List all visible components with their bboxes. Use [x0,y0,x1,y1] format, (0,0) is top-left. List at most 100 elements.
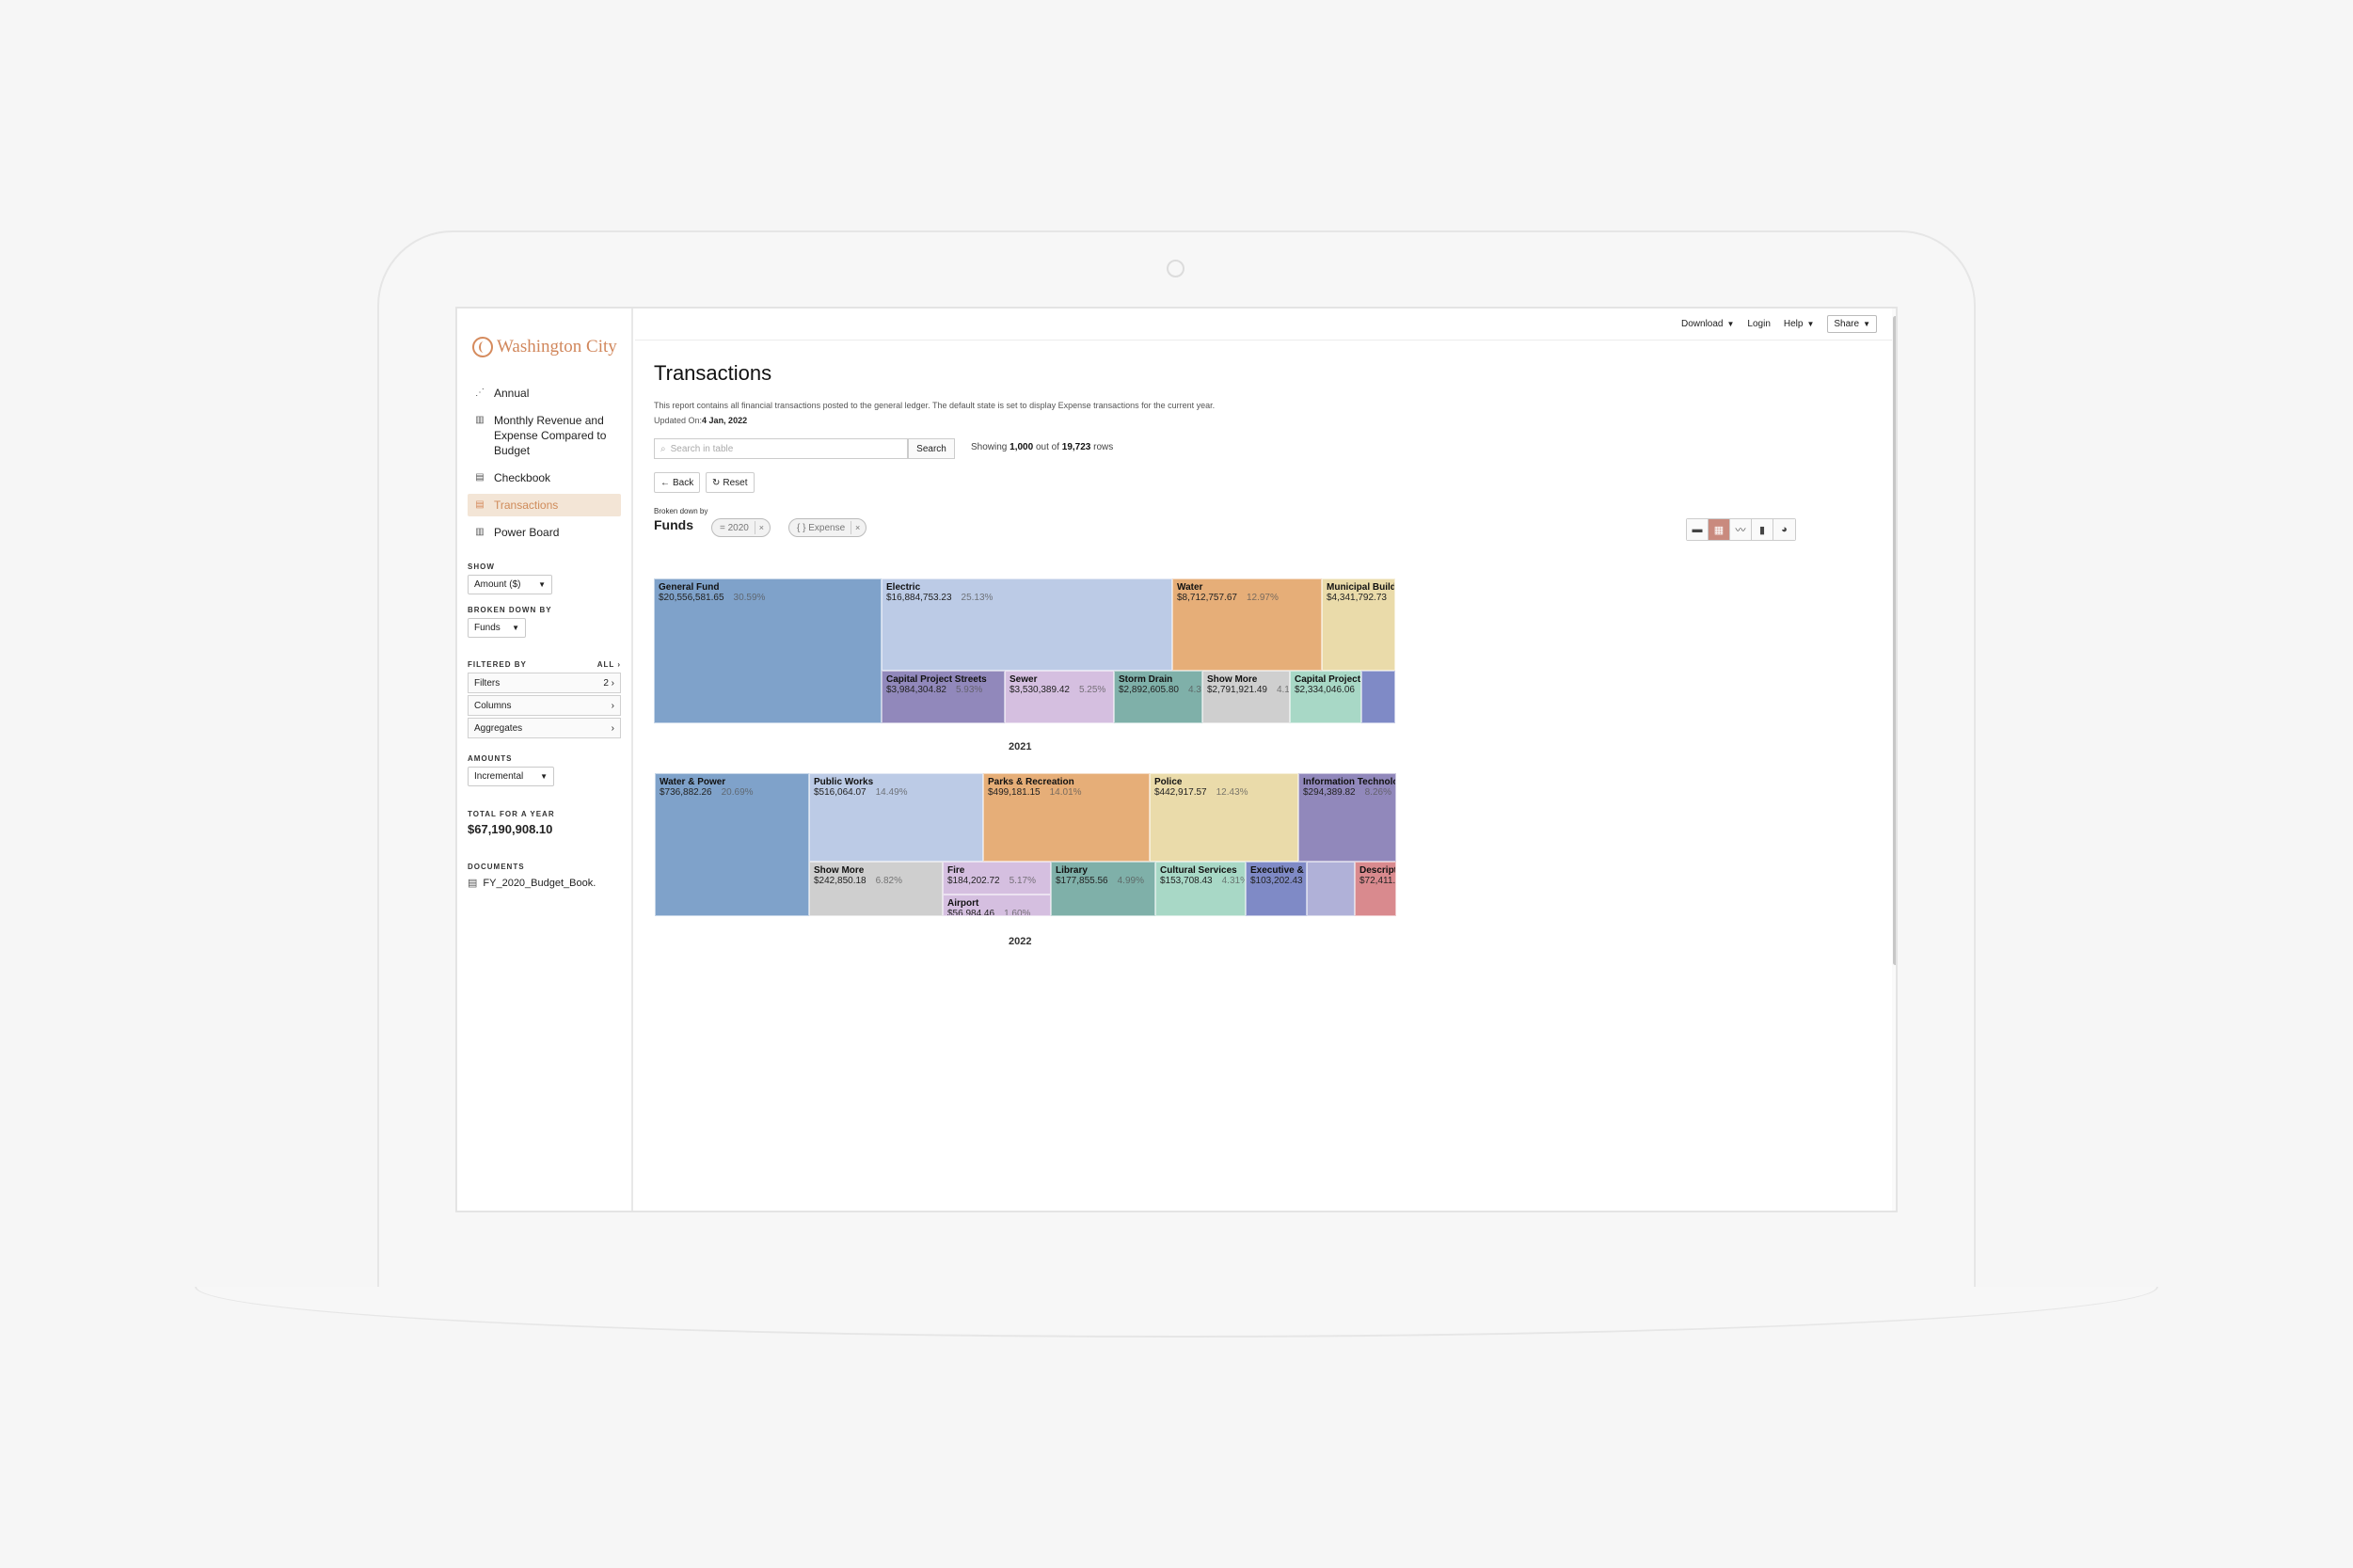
treemap-tile[interactable]: General Fund $20,556,581.65 30.59% [654,578,882,723]
treemap-tile[interactable]: Fire $184,202.72 5.17% [943,862,1051,895]
tile-percent: 8.26% [1364,787,1391,798]
treemap-tile[interactable]: Electric $16,884,753.23 25.13% [882,578,1172,671]
showing-total: 19,723 [1061,442,1091,452]
treemap-tile[interactable]: Police $442,917.57 12.43% [1150,773,1298,862]
treemap-view-icon[interactable]: ▦ [1709,519,1730,540]
show-dropdown[interactable]: Amount ($) ▼ [468,575,552,594]
treemap-tile[interactable]: Water $8,712,757.67 12.97% [1172,578,1322,671]
total-section: TOTAL FOR A YEAR $67,190,908.10 [468,810,621,836]
brand-name: Washington City [497,337,617,356]
help-menu[interactable]: Help ▼ [1784,319,1815,329]
sidebar-item-0[interactable]: ⋰ Annual [468,382,621,404]
tile-value: $20,556,581.65 [659,593,724,603]
tile-percent: 5.25% [1078,685,1106,695]
brand-logo[interactable]: Washington City [472,337,617,357]
treemap-tile[interactable]: Capital Project Leisure$2,334,046.063.47… [1290,671,1361,723]
tile-percent: 30.59% [733,593,766,603]
filter-count: 2 › [603,678,614,689]
tile-value-row: $56,984.46 1.60% [947,909,1046,915]
broken-down-label: BROKEN DOWN BY [468,606,552,614]
share-button[interactable]: Share ▼ [1827,315,1877,333]
treemap-tile[interactable]: Executive & Legal$103,202.432.9.. [1246,862,1307,916]
visualization-switcher: ▬ ▦ 〰 ▮ ◕ [1686,518,1796,541]
download-menu[interactable]: Download ▼ [1681,319,1734,329]
line-view-icon[interactable]: 〰 [1730,519,1752,540]
tile-value: $153,708.43 [1160,876,1213,886]
treemap-tile[interactable]: Information Technology$294,389.82 8.26% [1298,773,1396,862]
table-view-icon[interactable]: ▬ [1687,519,1709,540]
document-link[interactable]: ▤ FY_2020_Budget_Book. [468,877,621,890]
treemap-tile[interactable]: Municipal Building Auth$4,341,792.736.46… [1322,578,1395,671]
treemap-tile[interactable]: Water & Power $736,882.26 20.69% [655,773,809,916]
checkbook-icon: ▤ [475,472,485,483]
tile-value-row: $499,181.15 14.01% [988,787,1145,798]
total-value: $67,190,908.10 [468,822,553,836]
tile-name: Capital Project Streets [886,674,987,685]
treemap-tile[interactable]: Sewer $3,530,389.42 5.25% [1005,671,1114,723]
reset-label: Reset [723,477,748,488]
tile-value: $442,917.57 [1154,787,1207,798]
logo-icon [472,337,493,357]
filter-chip-year[interactable]: = 2020 × [711,518,771,537]
treemap-tile[interactable]: Storm Drain$2,892,605.80 4.31% [1114,671,1202,723]
treemap-tile[interactable]: Airport $56,984.46 1.60% [943,895,1051,916]
sidebar-item-1[interactable]: ▥ Monthly Revenue and Expense Compared to… [468,409,621,462]
share-label: Share [1834,319,1860,329]
tile-value-row: $103,202.432.9.. [1250,876,1303,886]
tile-name: Police [1154,777,1183,787]
treemap-tile[interactable]: Show More $242,850.18 6.82% [809,862,943,916]
tile-name: General Fund [659,582,720,593]
pie-view-icon[interactable]: ◕ [1773,519,1795,540]
treemap-tile[interactable] [1361,671,1395,723]
treemap-tile[interactable]: Capital Project Streets $3,984,304.82 5.93… [882,671,1005,723]
treemap-tile[interactable] [1307,862,1355,916]
sidebar-item-2[interactable]: ▤ Checkbook [468,467,621,489]
broken-down-by-value: Funds [654,517,693,532]
topbar: Download ▼ Login Help ▼ Share ▼ [635,309,1896,341]
treemap-tile[interactable]: Parks & Recreation $499,181.15 14.01% [983,773,1150,862]
page-title: Transactions [654,361,772,385]
tile-value: $184,202.72 [947,876,1000,886]
row-count: Showing 1,000 out of 19,723 rows [971,442,1113,452]
close-icon[interactable]: × [754,521,768,534]
chevron-down-icon: ▼ [1726,320,1735,328]
chevron-down-icon: ▼ [1806,320,1815,328]
filtered-by-section: FILTERED BY All › Filters 2 › Columns › Agg… [468,660,621,740]
show-section: SHOW Amount ($) ▼ [468,562,621,594]
tile-value-row: $2,892,605.80 4.31% [1119,685,1201,695]
chevron-right-icon: › [611,722,614,734]
filter-row[interactable]: Aggregates › [468,718,621,738]
filter-row[interactable]: Columns › [468,695,621,716]
scrollbar[interactable] [1892,309,1896,1211]
treemap-tile[interactable]: Show More$2,791,921.49 4.16% [1202,671,1290,723]
bar-view-icon[interactable]: ▮ [1752,519,1773,540]
tile-percent: 20.69% [721,787,754,798]
amounts-dropdown[interactable]: Incremental ▼ [468,767,554,786]
reset-button[interactable]: ↻ Reset [706,472,755,493]
tile-value: $3,530,389.42 [1010,685,1070,695]
tile-name: Description [1359,865,1396,876]
tile-value-row: $184,202.72 5.17% [947,876,1046,886]
tile-value: $2,892,605.80 [1119,685,1179,695]
treemap-tile[interactable]: Library $177,855.56 4.99% [1051,862,1155,916]
treemap-tile[interactable]: Cultural Services$153,708.43 4.31% [1155,862,1246,916]
power-board-icon: ▥ [475,527,485,537]
search-input[interactable]: ⌕ Search in table [654,438,908,459]
filtered-all-link[interactable]: All › [596,660,621,669]
filter-row[interactable]: Filters 2 › [468,673,621,693]
tile-value-row: $442,917.57 12.43% [1154,787,1294,798]
sidebar-item-3[interactable]: ▤ Transactions [468,494,621,516]
filter-chip-type[interactable]: { } Expense × [788,518,867,537]
sidebar-item-4[interactable]: ▥ Power Board [468,521,621,544]
treemap-tile[interactable]: Description$72,411.40... [1355,862,1396,916]
broken-down-dropdown[interactable]: Funds ▼ [468,618,526,638]
sidebar-item-label: Annual [494,387,530,400]
back-button[interactable]: ← Back [654,472,701,493]
login-link[interactable]: Login [1747,319,1770,329]
document-name: FY_2020_Budget_Book. [483,877,596,889]
updated-prefix: Updated On: [654,416,703,425]
search-button[interactable]: Search [908,438,955,459]
scroll-thumb[interactable] [1893,316,1896,965]
treemap-tile[interactable]: Public Works $516,064.07 14.49% [809,773,983,862]
close-icon[interactable]: × [851,521,864,534]
